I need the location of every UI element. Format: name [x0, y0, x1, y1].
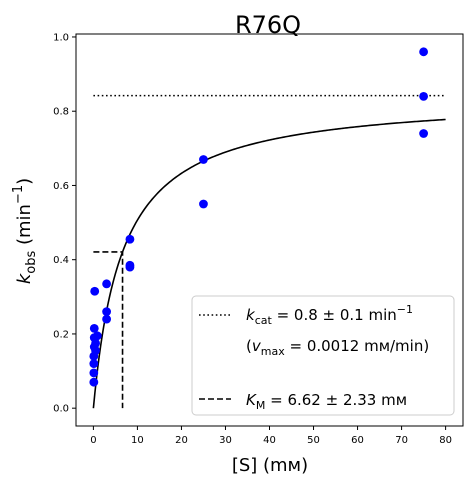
- data-point: [89, 368, 99, 378]
- x-tick-label: 30: [219, 435, 232, 446]
- y-tick-label: 0.8: [53, 107, 69, 118]
- x-tick-label: 40: [263, 435, 276, 446]
- legend-vmax-label: (vmax = 0.0012 mм/min): [246, 337, 429, 358]
- y-tick-label: 0.0: [53, 404, 69, 415]
- data-point: [89, 323, 99, 333]
- data-point: [92, 331, 102, 341]
- data-point: [90, 286, 100, 296]
- km-line: [93, 251, 124, 409]
- data-point: [199, 155, 208, 164]
- data-point: [89, 359, 99, 369]
- legend-km-label: KM = 6.62 ± 2.33 mм: [246, 391, 407, 412]
- data-point: [419, 47, 428, 57]
- data-point: [419, 91, 428, 101]
- fit-curve: [92, 118, 446, 409]
- x-tick-label: 20: [175, 435, 188, 446]
- y-axis-title-superscript: −1: [11, 185, 26, 204]
- data-point: [199, 199, 208, 209]
- chart-title: R76Q: [235, 11, 301, 39]
- x-tick-label: 0: [90, 435, 96, 446]
- y-axis-title-close: ): [14, 178, 35, 185]
- data-point: [125, 260, 135, 270]
- x-tick-label: 80: [439, 435, 452, 446]
- legend: kcat = 0.8 ± 0.1 min−1 (vmax = 0.0012 mм…: [191, 295, 455, 416]
- data-point: [125, 234, 135, 244]
- y-tick-label: 0.2: [53, 329, 69, 340]
- data-point: [91, 346, 100, 356]
- data-point: [102, 279, 111, 289]
- data-point: [419, 129, 428, 138]
- y-axis-title-subscript: obs: [24, 251, 39, 274]
- x-tick-label: 10: [131, 435, 144, 446]
- x-tick-label: 50: [307, 435, 320, 446]
- y-tick-label: 0.4: [53, 255, 69, 266]
- data-point: [102, 314, 111, 324]
- x-tick-label: 60: [351, 435, 364, 446]
- x-axis-title: [S] (mм): [232, 455, 308, 476]
- y-axis-title-unit: (min: [14, 204, 35, 251]
- legend-kcat-label: kcat = 0.8 ± 0.1 min−1: [246, 303, 413, 327]
- legend-box: [191, 295, 455, 416]
- y-tick-label: 0.6: [53, 181, 69, 192]
- y-axis-title-symbol: k: [14, 272, 35, 284]
- y-tick-label: 1.0: [53, 32, 69, 43]
- data-point: [102, 307, 111, 317]
- data-point: [91, 338, 100, 348]
- data-point: [89, 377, 99, 387]
- y-axis-title: kobs (min−1): [11, 178, 39, 284]
- x-tick-label: 70: [395, 435, 408, 446]
